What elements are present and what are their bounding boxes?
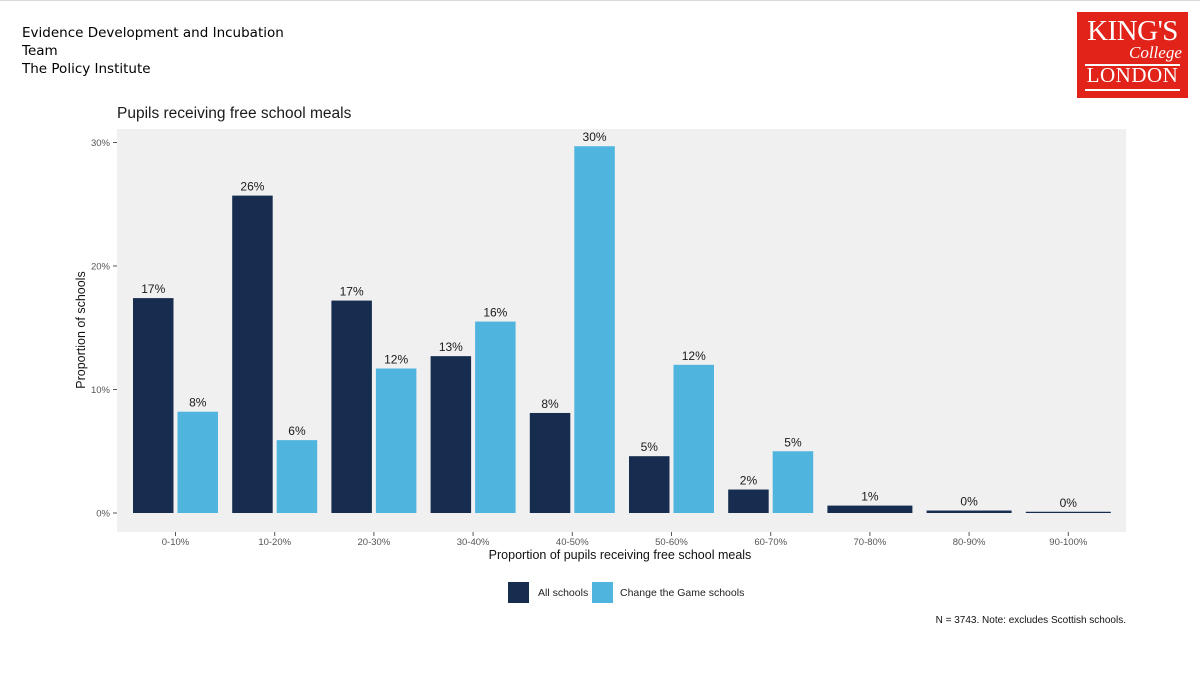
bar-all-schools (331, 300, 372, 513)
y-tick-label: 0% (96, 509, 110, 520)
logo-line-3: LONDON (1086, 63, 1179, 87)
legend-label-all-schools: All schools (538, 587, 589, 599)
x-tick-label: 10-20% (258, 537, 291, 548)
x-tick-label: 0-10% (162, 537, 190, 548)
logo-line-2: College (1129, 43, 1182, 62)
org-header: Evidence Development and Incubation Team… (22, 24, 284, 78)
footnote: N = 3743. Note: excludes Scottish school… (935, 615, 1126, 626)
chart-title: Pupils receiving free school meals (117, 105, 352, 122)
bar-ctg-schools (276, 440, 318, 513)
legend-swatch-all-schools (508, 582, 529, 603)
bar-ctg-schools (772, 451, 814, 513)
bar-all-schools (529, 412, 571, 513)
legend-swatch-ctg-schools (592, 582, 613, 603)
bar-all-schools (133, 298, 174, 513)
data-label: 8% (541, 397, 559, 411)
bar-all-schools (926, 510, 1012, 513)
bar-ctg-schools (673, 364, 714, 513)
y-tick-label: 20% (91, 262, 111, 273)
x-tick-label: 80-90% (953, 537, 986, 548)
data-label: 30% (583, 130, 607, 144)
x-tick-label: 20-30% (358, 537, 391, 548)
bar-ctg-schools (475, 321, 516, 513)
data-label: 0% (1060, 496, 1078, 510)
bar-all-schools (728, 489, 769, 513)
org-line-3: The Policy Institute (22, 61, 151, 77)
bar-all-schools (1025, 511, 1111, 513)
org-line-2: Team (22, 43, 58, 59)
data-label: 8% (189, 396, 207, 410)
data-label: 26% (240, 180, 264, 194)
y-tick-label: 30% (91, 138, 111, 149)
top-rule (0, 0, 1200, 1)
legend-label-ctg-schools: Change the Game schools (620, 587, 745, 599)
x-tick-label: 70-80% (854, 537, 887, 548)
bar-all-schools (827, 505, 913, 513)
bar-all-schools (629, 456, 670, 513)
logo-rule-top (1085, 64, 1180, 66)
x-tick-label: 50-60% (655, 537, 688, 548)
data-label: 5% (784, 435, 802, 449)
data-label: 17% (340, 285, 364, 299)
data-label: 2% (740, 474, 758, 488)
logo-rule-bottom (1085, 89, 1180, 91)
bar-all-schools (430, 356, 472, 513)
y-axis-title: Proportion of schools (74, 271, 88, 388)
x-tick-label: 40-50% (556, 537, 589, 548)
x-tick-label: 60-70% (754, 537, 787, 548)
data-label: 17% (141, 282, 165, 296)
org-line-1: Evidence Development and Incubation (22, 25, 284, 41)
data-label: 5% (641, 440, 659, 454)
data-label: 16% (483, 306, 507, 320)
y-tick-label: 10% (91, 385, 111, 396)
bar-ctg-schools (375, 368, 417, 513)
bar-ctg-schools (574, 146, 615, 513)
data-label: 13% (439, 340, 463, 354)
bar-ctg-schools (177, 411, 218, 513)
data-label: 12% (384, 353, 408, 367)
data-label: 6% (288, 424, 306, 438)
x-tick-label: 90-100% (1049, 537, 1088, 548)
data-label: 1% (861, 490, 879, 504)
data-label: 0% (960, 495, 978, 509)
bar-all-schools (232, 195, 273, 514)
kings-college-logo: KING'S College LONDON (1077, 12, 1188, 98)
x-axis-title: Proportion of pupils receiving free scho… (489, 548, 752, 562)
x-tick-label: 30-40% (457, 537, 490, 548)
logo-line-1: KING'S (1087, 15, 1178, 47)
data-label: 12% (682, 349, 706, 363)
